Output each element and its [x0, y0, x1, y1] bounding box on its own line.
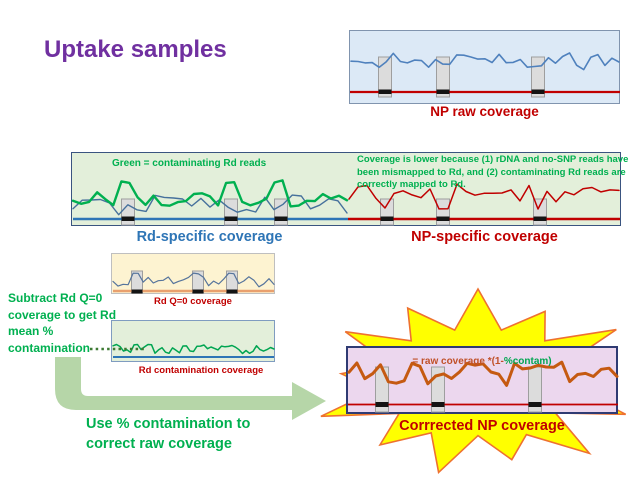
formula-prefix: = raw coverage *(1- [412, 356, 504, 367]
read-gap-bar-mark [531, 89, 545, 94]
rd-specific-coverage-label: Rd-specific coverage [136, 229, 283, 245]
rd-np-specific-coverage-panel [71, 152, 621, 226]
read-gap-bar [378, 56, 392, 98]
read-gap-bar-mark [226, 289, 238, 294]
read-gap-bar [274, 198, 288, 226]
corrected-formula: = raw coverage *(1-%contam) [346, 356, 618, 367]
corrected-coverage-line [347, 360, 619, 387]
np-raw-coverage-line [350, 52, 620, 71]
rd-q0-coverage-label: Rd Q=0 coverage [154, 296, 232, 307]
read-gap-bar [121, 198, 135, 226]
q0-coverage-line [112, 272, 275, 288]
flow-arrow [55, 357, 326, 420]
read-gap-bar-mark [533, 216, 547, 221]
read-gap-bar-mark [375, 402, 389, 407]
read-gap-bar-mark [436, 216, 450, 221]
read-gap-bar-mark [431, 402, 445, 407]
rd-contamination-coverage-label: Rd contamination coverage [138, 365, 264, 376]
np-specific-line [348, 183, 620, 210]
read-gap-bar-mark [378, 89, 392, 94]
read-gap-bar-mark [224, 216, 238, 221]
read-gap-bar-mark [131, 289, 143, 294]
read-gap-bar [436, 56, 450, 98]
corrected-np-coverage-label: Corrrected NP coverage [399, 418, 565, 434]
contamination-coverage-line [112, 343, 275, 355]
read-gap-bar-mark [121, 216, 135, 221]
contaminating-rd-reads-line [71, 179, 349, 208]
slide-title: Uptake samples [44, 36, 227, 63]
np-raw-coverage-label: NP raw coverage [430, 104, 539, 119]
read-gap-bar-mark [274, 216, 288, 221]
read-gap-bar-mark [528, 402, 542, 407]
contaminating-reads-annotation: Green = contaminating Rd reads [112, 158, 267, 169]
read-gap-bar [436, 198, 450, 226]
coverage-lower-annotation: Coverage is lower because (1) rDNA and n… [357, 154, 629, 190]
formula-suffix: %contam) [503, 356, 552, 367]
rd-specific-line [72, 194, 348, 216]
read-gap-bar-mark [380, 216, 394, 221]
use-contamination-note: Use % contamination to correct raw cover… [86, 416, 251, 452]
subtract-note: Subtract Rd Q=0 coverage to get Rd mean … [8, 291, 117, 355]
np-specific-coverage-label: NP-specific coverage [411, 229, 558, 245]
read-gap-bar-mark [192, 289, 204, 294]
read-gap-bar [380, 198, 394, 226]
read-gap-bar-mark [436, 89, 450, 94]
rd-contamination-coverage-panel [111, 320, 275, 362]
